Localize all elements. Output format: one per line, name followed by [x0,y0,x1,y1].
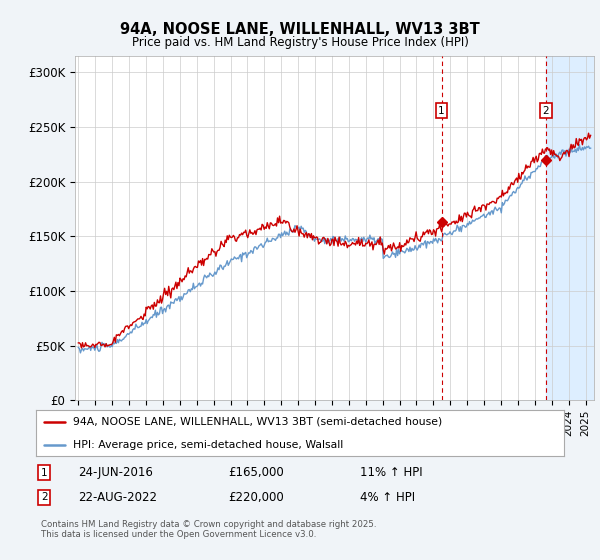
Text: Price paid vs. HM Land Registry's House Price Index (HPI): Price paid vs. HM Land Registry's House … [131,36,469,49]
Bar [545,56,594,400]
Text: HPI: Average price, semi-detached house, Walsall: HPI: Average price, semi-detached house,… [73,440,343,450]
Text: Contains HM Land Registry data © Crown copyright and database right 2025.
This d: Contains HM Land Registry data © Crown c… [41,520,376,539]
Text: 22-AUG-2022: 22-AUG-2022 [78,491,157,504]
Text: 2: 2 [542,106,549,116]
Text: £220,000: £220,000 [228,491,284,504]
Text: 94A, NOOSE LANE, WILLENHALL, WV13 3BT: 94A, NOOSE LANE, WILLENHALL, WV13 3BT [120,22,480,38]
Text: 11% ↑ HPI: 11% ↑ HPI [360,466,422,479]
Text: 94A, NOOSE LANE, WILLENHALL, WV13 3BT (semi-detached house): 94A, NOOSE LANE, WILLENHALL, WV13 3BT (s… [73,417,442,427]
Text: 24-JUN-2016: 24-JUN-2016 [78,466,153,479]
Text: 1: 1 [41,468,47,478]
Text: £165,000: £165,000 [228,466,284,479]
Text: 2: 2 [41,492,47,502]
Text: 1: 1 [438,106,445,116]
Text: 4% ↑ HPI: 4% ↑ HPI [360,491,415,504]
